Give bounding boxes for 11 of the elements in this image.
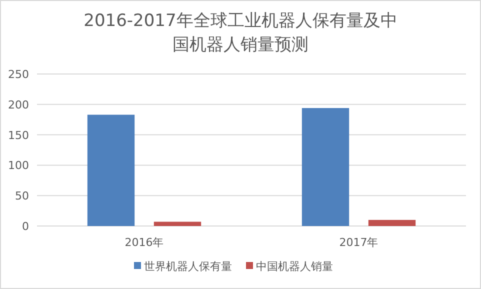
x-tick-label: 2017年	[339, 236, 378, 249]
legend-label: 世界机器人保有量	[144, 260, 232, 273]
y-tick-label: 150	[8, 128, 29, 142]
y-tick-label: 200	[8, 98, 29, 112]
y-tick-label: 250	[8, 68, 29, 81]
y-tick-label: 0	[22, 220, 29, 233]
legend-label: 中国机器人销量	[256, 260, 333, 273]
y-tick-label: 50	[15, 190, 29, 203]
x-tick-label: 2016年	[124, 236, 164, 249]
title: 2016-2017年全球工业机器人保有量及中国机器人销量预测	[84, 11, 398, 55]
y-tick-label: 100	[8, 159, 29, 172]
